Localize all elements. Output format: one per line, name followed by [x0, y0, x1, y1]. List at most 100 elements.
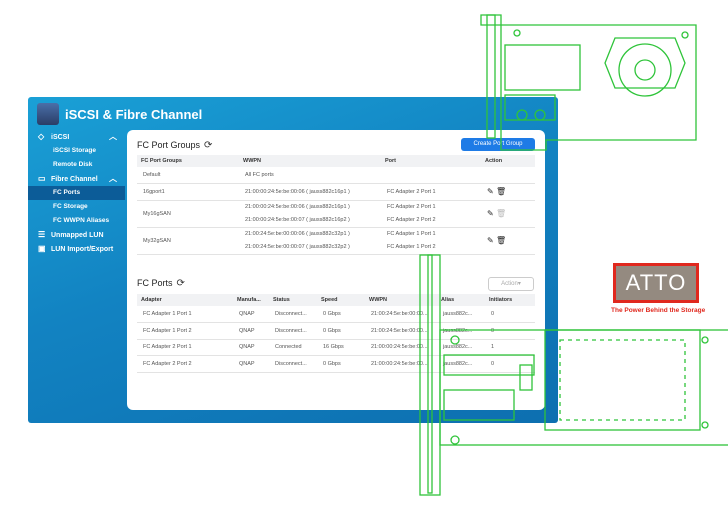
refresh-icon[interactable]: ⟳: [204, 140, 213, 151]
col-header[interactable]: Manufa...: [233, 294, 269, 306]
label: LUN Import/Export: [51, 246, 114, 253]
cell: 0 Gbps: [317, 322, 365, 340]
col-header[interactable]: Port: [381, 155, 481, 167]
cell: 21:00:00:24:5e:be:00...: [365, 355, 437, 373]
port: FC Adapter 2 Port 2: [387, 216, 436, 223]
table-row[interactable]: My16gSAN 21:00:00:24:5e:be:00:06 ( jauss8…: [137, 200, 535, 228]
create-port-group-button[interactable]: Create Port Group: [461, 138, 535, 151]
edit-icon[interactable]: ✎: [487, 236, 494, 245]
sidebar-item-fc-wwpn-aliases[interactable]: FC WWPN Aliases: [53, 217, 110, 224]
group-name: My32gSAN: [137, 227, 239, 255]
cell: jauss882c...: [437, 322, 485, 340]
group-name: Default: [137, 167, 239, 184]
top-adapter-card: [480, 14, 697, 151]
table-row[interactable]: 16gport1 21:00:00:24:5e:be:00:06 ( jauss8…: [137, 183, 535, 201]
cell: Disconnect...: [269, 306, 317, 323]
port: FC Adapter 2 Port 1: [381, 183, 481, 201]
cell: 21:00:24:5e:be:00:00...: [365, 322, 437, 340]
fibre-channel-icon: ▭: [38, 174, 46, 183]
wwpn: 21:00:00:24:5e:be:00:07 ( jauss882c16p2 …: [245, 216, 350, 223]
cell: FC Adapter 2 Port 1: [137, 339, 233, 356]
sidebar-item-fc-storage[interactable]: FC Storage: [53, 203, 88, 210]
port-groups-heading: FC Port Groups ⟳: [137, 140, 212, 151]
cell: QNAP: [233, 339, 269, 356]
sidebar-item-iscsi-storage[interactable]: iSCSI Storage: [53, 147, 96, 154]
sidebar-item-fibre-channel[interactable]: ▭ Fibre Channel ︿: [28, 172, 125, 186]
sidebar-item-lun-import-export[interactable]: ▣ LUN Import/Export: [28, 242, 125, 256]
app-window: iSCSI & Fibre Channel ◇ iSCSI ︿ iSCSI Stor…: [28, 97, 558, 423]
table-row[interactable]: FC Adapter 2 Port 1 QNAP Connected 16 Gbps 2…: [137, 339, 535, 356]
cell: 0 Gbps: [317, 306, 365, 323]
cell: jauss882c...: [437, 306, 485, 323]
wwpn: 21:00:24:5e:be:00:00:07 ( jauss882c32p2 …: [245, 243, 350, 250]
table-row[interactable]: FC Adapter 2 Port 2 QNAP Disconnect... 0 Gb…: [137, 355, 535, 373]
fc-ports-title: FC Ports: [137, 278, 173, 288]
port: FC Adapter 1 Port 1: [387, 230, 436, 237]
label: iSCSI: [51, 134, 70, 141]
col-header[interactable]: Adapter: [137, 294, 233, 306]
port: FC Adapter 2 Port 1: [387, 203, 436, 210]
cell: FC Adapter 2 Port 2: [137, 355, 233, 373]
refresh-icon[interactable]: ⟳: [176, 278, 185, 289]
table-row[interactable]: Default All FC ports: [137, 167, 535, 184]
col-header[interactable]: WWPN: [365, 294, 437, 306]
app-title: iSCSI & Fibre Channel: [65, 107, 203, 122]
sidebar-item-fc-ports[interactable]: FC Ports: [28, 186, 125, 200]
cell: QNAP: [233, 355, 269, 373]
cell: 0: [485, 322, 535, 340]
atto-logo: ATTO: [613, 263, 699, 303]
col-header[interactable]: Speed: [317, 294, 365, 306]
cell: FC Adapter 1 Port 1: [137, 306, 233, 323]
sidebar-item-unmapped-lun[interactable]: ☰ Unmapped LUN: [28, 228, 125, 242]
chevron-up-icon[interactable]: ︿: [109, 132, 117, 141]
cell: Disconnect...: [269, 322, 317, 340]
wwpn: 21:00:24:5e:be:00:00:06 ( jauss882c32p1 …: [245, 230, 350, 237]
cell: 0 Gbps: [317, 355, 365, 373]
action-dropdown[interactable]: Action▾: [488, 277, 534, 291]
label: Unmapped LUN: [51, 232, 104, 239]
database-icon: ☰: [38, 230, 46, 239]
edit-icon[interactable]: ✎: [487, 209, 494, 218]
sidebar: ◇ iSCSI ︿ iSCSI Storage Remote Disk ▭ Fibre…: [28, 130, 125, 256]
bottom-adapter-card: [419, 254, 728, 496]
cell: 0: [485, 306, 535, 323]
content-panel: FC Port Groups ⟳ Create Port Group FC Por…: [127, 130, 545, 410]
cell: FC Adapter 1 Port 2: [137, 322, 233, 340]
sidebar-item-remote-disk[interactable]: Remote Disk: [53, 161, 93, 168]
cell: 21:00:24:5e:be:00:00...: [365, 306, 437, 323]
sidebar-item-iscsi[interactable]: ◇ iSCSI ︿: [28, 130, 125, 144]
cell: QNAP: [233, 306, 269, 323]
import-export-icon: ▣: [38, 244, 46, 253]
col-header[interactable]: FC Port Groups: [137, 155, 239, 167]
trash-icon[interactable]: 🗑: [495, 236, 507, 245]
atto-tagline: The Power Behind the Storage: [611, 307, 706, 314]
cell: Disconnect...: [269, 355, 317, 373]
cell: QNAP: [233, 322, 269, 340]
port-groups-title: FC Port Groups: [137, 140, 201, 150]
table-row[interactable]: FC Adapter 1 Port 2 QNAP Disconnect... 0 Gb…: [137, 322, 535, 340]
col-header[interactable]: Initiators: [485, 294, 535, 306]
cell: jauss882c...: [437, 355, 485, 373]
col-header: Action: [481, 155, 535, 167]
col-header[interactable]: WWPN: [239, 155, 381, 167]
cell: 21:00:00:24:5e:be:00...: [365, 339, 437, 356]
cell: 0: [485, 355, 535, 373]
chevron-up-icon[interactable]: ︿: [109, 174, 117, 183]
table-row[interactable]: My32gSAN 21:00:24:5e:be:00:00:06 ( jauss8…: [137, 227, 535, 255]
app-icon: [37, 103, 59, 125]
iscsi-icon: ◇: [38, 132, 45, 141]
port: FC Adapter 1 Port 2: [387, 243, 436, 250]
table-row[interactable]: FC Adapter 1 Port 1 QNAP Disconnect... 0 Gb…: [137, 306, 535, 323]
port-groups-table: FC Port Groups WWPN Port Action Default All …: [137, 155, 535, 255]
cell: Connected: [269, 339, 317, 356]
group-name: My16gSAN: [137, 200, 239, 228]
col-header[interactable]: Alias: [437, 294, 485, 306]
wwpn: All FC ports: [239, 167, 381, 184]
trash-icon[interactable]: 🗑: [495, 187, 507, 196]
edit-icon[interactable]: ✎: [487, 187, 494, 196]
cell: 16 Gbps: [317, 339, 365, 356]
col-header[interactable]: Status: [269, 294, 317, 306]
label: Fibre Channel: [51, 176, 98, 183]
trash-icon: 🗑: [495, 209, 507, 218]
